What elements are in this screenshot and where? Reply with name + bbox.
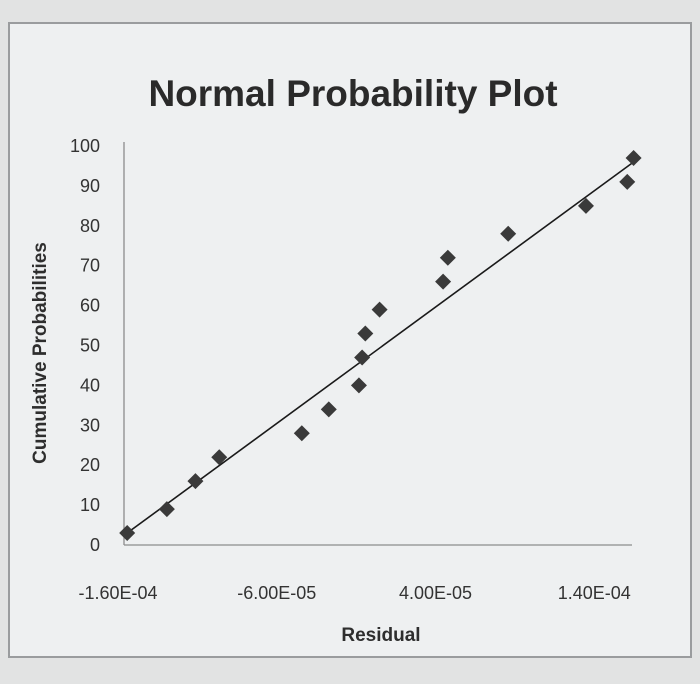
- data-point: [371, 301, 388, 318]
- data-point: [119, 525, 136, 542]
- y-tick-labels: 0 10 20 30 40 50 60 70 80 90 100: [70, 136, 100, 555]
- x-tick-label: -6.00E-05: [237, 583, 316, 603]
- data-point: [187, 473, 204, 490]
- y-tick-label: 40: [80, 375, 100, 395]
- data-point: [577, 197, 594, 214]
- data-point: [354, 349, 371, 366]
- data-point: [439, 249, 456, 266]
- y-tick-label: 10: [80, 495, 100, 515]
- trendline-group: [126, 161, 635, 534]
- data-point: [320, 401, 337, 418]
- data-point: [293, 425, 310, 442]
- axes: [123, 142, 632, 546]
- data-point: [435, 273, 452, 290]
- x-tick-labels: -1.60E-04 -6.00E-05 4.00E-05 1.40E-04: [78, 583, 630, 603]
- y-tick-label: 20: [80, 455, 100, 475]
- data-point: [158, 501, 175, 518]
- chart-frame: [8, 22, 692, 658]
- data-point: [350, 377, 367, 394]
- y-tick-label: 0: [90, 535, 100, 555]
- y-tick-label: 50: [80, 336, 100, 356]
- y-tick-label: 70: [80, 256, 100, 276]
- chart-title: Normal Probability Plot: [148, 73, 557, 114]
- y-tick-label: 60: [80, 296, 100, 316]
- data-point: [625, 149, 642, 166]
- y-tick-label: 100: [70, 136, 100, 156]
- data-point: [500, 225, 517, 242]
- x-tick-label: 4.00E-05: [399, 583, 472, 603]
- data-point: [211, 449, 228, 466]
- y-tick-label: 80: [80, 216, 100, 236]
- y-axis-label: Cumulative Probabilities: [30, 242, 51, 464]
- data-points: [119, 149, 642, 542]
- x-tick-label: 1.40E-04: [558, 583, 631, 603]
- y-tick-label: 90: [80, 176, 100, 196]
- x-tick-label: -1.60E-04: [78, 583, 157, 603]
- x-axis-label: Residual: [341, 625, 420, 646]
- trendline: [126, 161, 635, 534]
- data-point: [619, 173, 636, 190]
- y-tick-label: 30: [80, 415, 100, 435]
- data-point: [357, 325, 374, 342]
